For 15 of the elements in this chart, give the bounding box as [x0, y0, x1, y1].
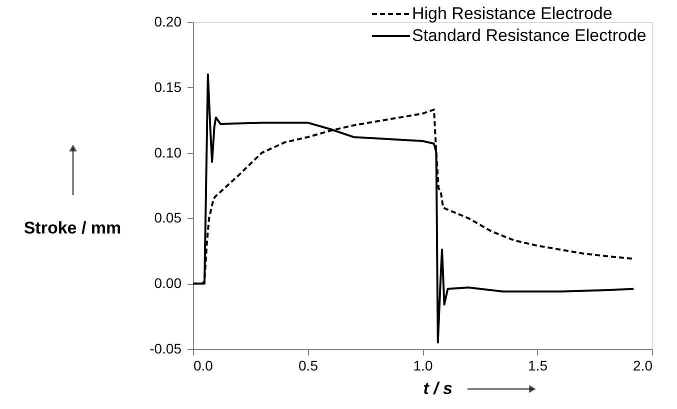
x-axis-title: t / s	[423, 379, 452, 398]
y-tick-label: 0.20	[154, 14, 182, 30]
y-tick-label: 0.05	[154, 210, 182, 226]
y-tick-label: 0.10	[154, 144, 182, 160]
x-tick-label: 0.0	[194, 358, 214, 374]
legend-label: Standard Resistance Electrode	[412, 26, 646, 45]
y-tick-label: 0.00	[154, 275, 182, 292]
y-axis-title: Stroke / mm	[24, 218, 122, 238]
legend-label: High Resistance Electrode	[412, 4, 612, 23]
x-tick-label: 1.5	[528, 358, 548, 374]
y-tick-label: -0.05	[150, 340, 182, 356]
y-tick-label: 0.15	[154, 78, 182, 95]
x-tick-label: 1.0	[413, 358, 433, 374]
x-tick-label: 0.5	[298, 358, 318, 374]
x-tick-label: 2.0	[633, 358, 653, 374]
